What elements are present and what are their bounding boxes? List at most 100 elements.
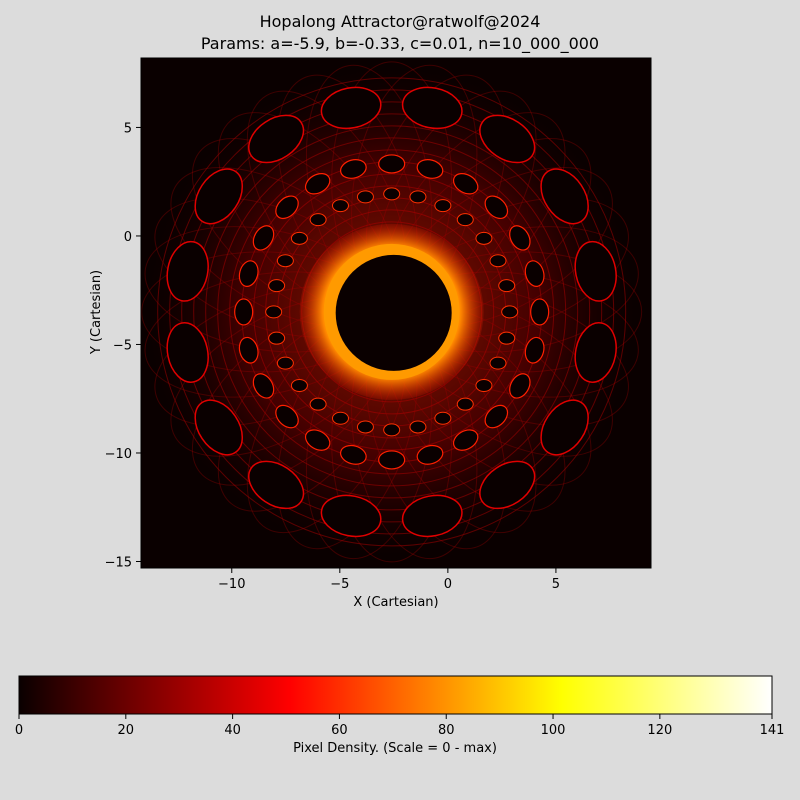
inner-lobe <box>489 254 507 268</box>
attractor-image <box>141 61 643 563</box>
outer-lobe <box>248 460 305 510</box>
middle-lobe <box>452 172 479 195</box>
middle-lobe <box>340 159 367 179</box>
inner-lobe <box>309 213 327 227</box>
orbit-ring <box>193 113 591 511</box>
x-axis-label: X (Cartesian) <box>353 595 439 610</box>
inner-lobe <box>475 378 493 392</box>
middle-lobe <box>509 373 531 399</box>
middle-lobe <box>378 154 406 174</box>
outer-lobe <box>401 86 463 130</box>
colorbar-tick-label: 120 <box>647 723 672 738</box>
chart-title: Hopalong Attractor@ratwolf@2024 <box>259 12 541 31</box>
orbit-ring <box>205 125 579 499</box>
inner-lobe <box>290 378 308 392</box>
inner-lobe <box>383 423 401 437</box>
middle-lobe <box>509 225 531 251</box>
outer-lobe <box>194 399 244 456</box>
middle-lobe <box>484 195 509 220</box>
colorbar-gradient <box>18 675 773 715</box>
orbit-ring <box>169 89 615 535</box>
y-axis-label: Y (Cartesian) <box>89 269 104 355</box>
inner-lobe <box>265 305 283 319</box>
x-tick-label: −5 <box>330 577 349 592</box>
colorbar-tick-label: 141 <box>760 723 785 738</box>
orbit-ring <box>229 149 555 475</box>
middle-lobe <box>416 159 444 179</box>
outer-lobe <box>320 86 382 130</box>
orbit-ring <box>253 173 531 451</box>
chart-subtitle: Params: a=-5.9, b=-0.33, c=0.01, n=10_00… <box>200 34 600 53</box>
outer-lobe <box>479 460 536 510</box>
y-tick-label: −5 <box>113 338 132 353</box>
outer-lobe <box>540 168 589 225</box>
outer-lobe <box>574 322 617 383</box>
middle-lobe <box>524 260 545 287</box>
y-tick-label: −10 <box>105 447 132 462</box>
outer-lobe <box>479 114 536 164</box>
x-axis: −10 −5 0 5 <box>218 568 560 592</box>
attractor-plot: −10 −5 0 5 5 0 −5 −10 −15 <box>105 57 652 592</box>
x-tick-label: 0 <box>444 577 452 592</box>
outer-lobe <box>166 322 209 383</box>
middle-lobe <box>238 336 259 364</box>
middle-lobe <box>484 404 509 429</box>
outer-lobe <box>194 168 244 225</box>
inner-lobe <box>276 356 294 370</box>
inner-lobe <box>434 411 452 425</box>
inner-lobe <box>456 213 474 227</box>
inner-lobe <box>498 279 516 293</box>
inner-lobe <box>331 411 349 425</box>
core-hole <box>335 254 452 371</box>
middle-lobe <box>275 195 299 220</box>
middle-lobe <box>452 429 479 451</box>
outer-lobe <box>248 114 305 164</box>
inner-lobe <box>501 305 519 319</box>
colorbar-tick-label: 40 <box>224 723 241 738</box>
inner-lobe <box>309 397 327 411</box>
inner-lobe <box>409 420 427 434</box>
outer-lobe <box>574 240 617 302</box>
colorbar-tick-label: 60 <box>331 723 348 738</box>
outer-lobe <box>540 399 589 456</box>
inner-lobe <box>475 231 493 245</box>
middle-lobe <box>238 260 259 287</box>
middle-lobe <box>524 336 545 364</box>
inner-lobe <box>489 356 507 370</box>
outer-lobe <box>320 494 382 538</box>
inner-lobe <box>456 397 474 411</box>
colorbar: 0 20 40 60 80 100 120 141 <box>15 675 785 738</box>
middle-lobe <box>304 172 331 195</box>
inner-lobe <box>383 187 401 201</box>
colorbar-label: Pixel Density. (Scale = 0 - max) <box>293 741 497 756</box>
orbit-ring <box>181 101 603 523</box>
middle-lobe <box>275 404 299 429</box>
inner-lobe <box>290 231 308 245</box>
orbit-ring <box>157 77 627 547</box>
outer-lobe <box>401 494 463 538</box>
inner-lobe <box>268 331 286 345</box>
orbit-ring <box>217 137 567 487</box>
y-tick-label: −15 <box>105 555 132 570</box>
inner-lobe <box>356 420 374 434</box>
inner-lobe <box>276 254 294 268</box>
orbit-ring <box>289 209 495 415</box>
middle-lobe <box>252 373 275 399</box>
inner-lobe <box>331 199 349 213</box>
colorbar-tick-label: 80 <box>438 723 455 738</box>
inner-lobe <box>498 331 516 345</box>
inner-lobe <box>356 190 374 204</box>
middle-lobe <box>530 298 550 326</box>
y-tick-label: 0 <box>124 230 132 245</box>
x-tick-label: 5 <box>552 577 560 592</box>
middle-lobe <box>304 429 331 451</box>
y-tick-label: 5 <box>124 121 132 136</box>
x-tick-label: −10 <box>218 577 245 592</box>
colorbar-tick-label: 0 <box>15 723 23 738</box>
middle-lobe <box>234 298 254 326</box>
colorbar-tick-label: 100 <box>541 723 566 738</box>
middle-lobe <box>416 444 444 465</box>
inner-lobe <box>268 279 286 293</box>
outer-lobe <box>166 240 209 302</box>
colorbar-ticks: 0 20 40 60 80 100 120 141 <box>15 714 785 738</box>
